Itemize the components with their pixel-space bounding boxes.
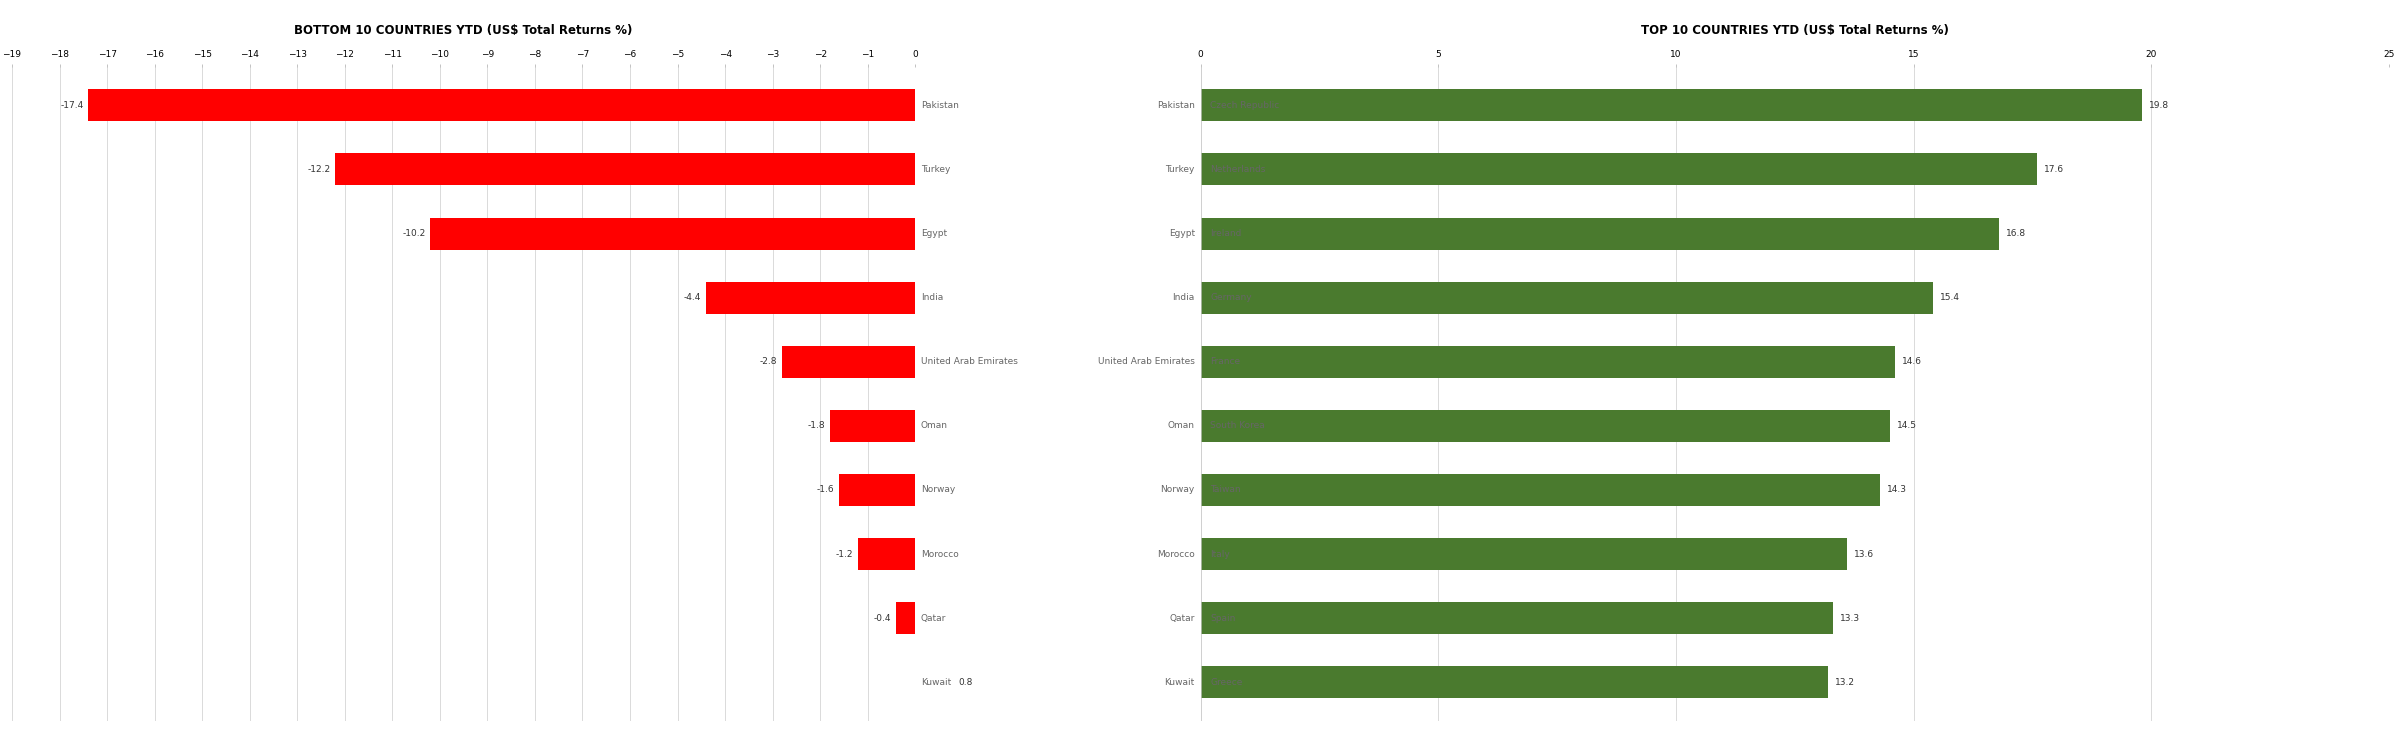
Bar [840, 474, 915, 506]
Text: 15.4: 15.4 [1940, 293, 1959, 302]
Text: 14.5: 14.5 [1897, 421, 1916, 430]
Text: Turkey: Turkey [1164, 165, 1196, 174]
Text: Oman: Oman [1167, 421, 1196, 430]
Text: Egypt: Egypt [1169, 229, 1196, 238]
Bar [915, 666, 953, 698]
Text: India: India [922, 293, 944, 302]
Text: Norway: Norway [922, 485, 956, 494]
Text: Germany: Germany [1210, 293, 1251, 302]
Text: -1.6: -1.6 [816, 485, 836, 494]
Bar [430, 218, 915, 250]
Text: Spain: Spain [1210, 614, 1237, 623]
Text: -10.2: -10.2 [403, 229, 425, 238]
Text: 13.3: 13.3 [1839, 614, 1861, 623]
Text: Kuwait: Kuwait [922, 678, 951, 687]
Bar [1200, 474, 1880, 506]
Bar [1200, 410, 1890, 442]
Bar [783, 345, 915, 377]
Bar [1200, 602, 1832, 635]
Text: -17.4: -17.4 [60, 101, 84, 110]
Bar [1200, 218, 2000, 250]
Text: Pakistan: Pakistan [922, 101, 958, 110]
Bar [1200, 666, 1827, 698]
Text: Morocco: Morocco [1157, 550, 1196, 559]
Text: United Arab Emirates: United Arab Emirates [1097, 357, 1196, 366]
Text: -1.8: -1.8 [807, 421, 826, 430]
Text: -0.4: -0.4 [874, 614, 891, 623]
Text: Greece: Greece [1210, 678, 1241, 687]
Text: 13.6: 13.6 [1854, 550, 1875, 559]
Text: -12.2: -12.2 [307, 165, 331, 174]
Text: Czech Republic: Czech Republic [1210, 101, 1280, 110]
Bar [1200, 538, 1846, 570]
Bar [831, 410, 915, 442]
Bar [706, 282, 915, 314]
Text: -4.4: -4.4 [684, 293, 701, 302]
Text: Italy: Italy [1210, 550, 1229, 559]
Text: India: India [1172, 293, 1196, 302]
Text: Qatar: Qatar [922, 614, 946, 623]
Text: -2.8: -2.8 [759, 357, 778, 366]
Text: Pakistan: Pakistan [1157, 101, 1196, 110]
Bar [1200, 89, 2142, 121]
Text: Egypt: Egypt [922, 229, 946, 238]
Text: South Korea: South Korea [1210, 421, 1265, 430]
Title: BOTTOM 10 COUNTRIES YTD (US$ Total Returns %): BOTTOM 10 COUNTRIES YTD (US$ Total Retur… [295, 24, 634, 36]
Text: Turkey: Turkey [922, 165, 951, 174]
Text: France: France [1210, 357, 1241, 366]
Bar [89, 89, 915, 121]
Bar [857, 538, 915, 570]
Text: 19.8: 19.8 [2149, 101, 2168, 110]
Text: Oman: Oman [922, 421, 948, 430]
Text: Morocco: Morocco [922, 550, 958, 559]
Text: United Arab Emirates: United Arab Emirates [922, 357, 1018, 366]
Bar [1200, 282, 1933, 314]
Text: 13.2: 13.2 [1834, 678, 1856, 687]
Text: 17.6: 17.6 [2043, 165, 2065, 174]
Bar [336, 153, 915, 186]
Bar [1200, 345, 1894, 377]
Text: -1.2: -1.2 [836, 550, 852, 559]
Text: 16.8: 16.8 [2007, 229, 2026, 238]
Bar [896, 602, 915, 635]
Text: 14.3: 14.3 [1887, 485, 1906, 494]
Text: Norway: Norway [1160, 485, 1196, 494]
Text: Kuwait: Kuwait [1164, 678, 1196, 687]
Text: Taiwan: Taiwan [1210, 485, 1241, 494]
Bar [1200, 153, 2036, 186]
Text: 14.6: 14.6 [1902, 357, 1921, 366]
Title: TOP 10 COUNTRIES YTD (US$ Total Returns %): TOP 10 COUNTRIES YTD (US$ Total Returns … [1640, 24, 1950, 36]
Text: Qatar: Qatar [1169, 614, 1196, 623]
Text: 0.8: 0.8 [958, 678, 972, 687]
Text: Netherlands: Netherlands [1210, 165, 1265, 174]
Text: Ireland: Ireland [1210, 229, 1241, 238]
